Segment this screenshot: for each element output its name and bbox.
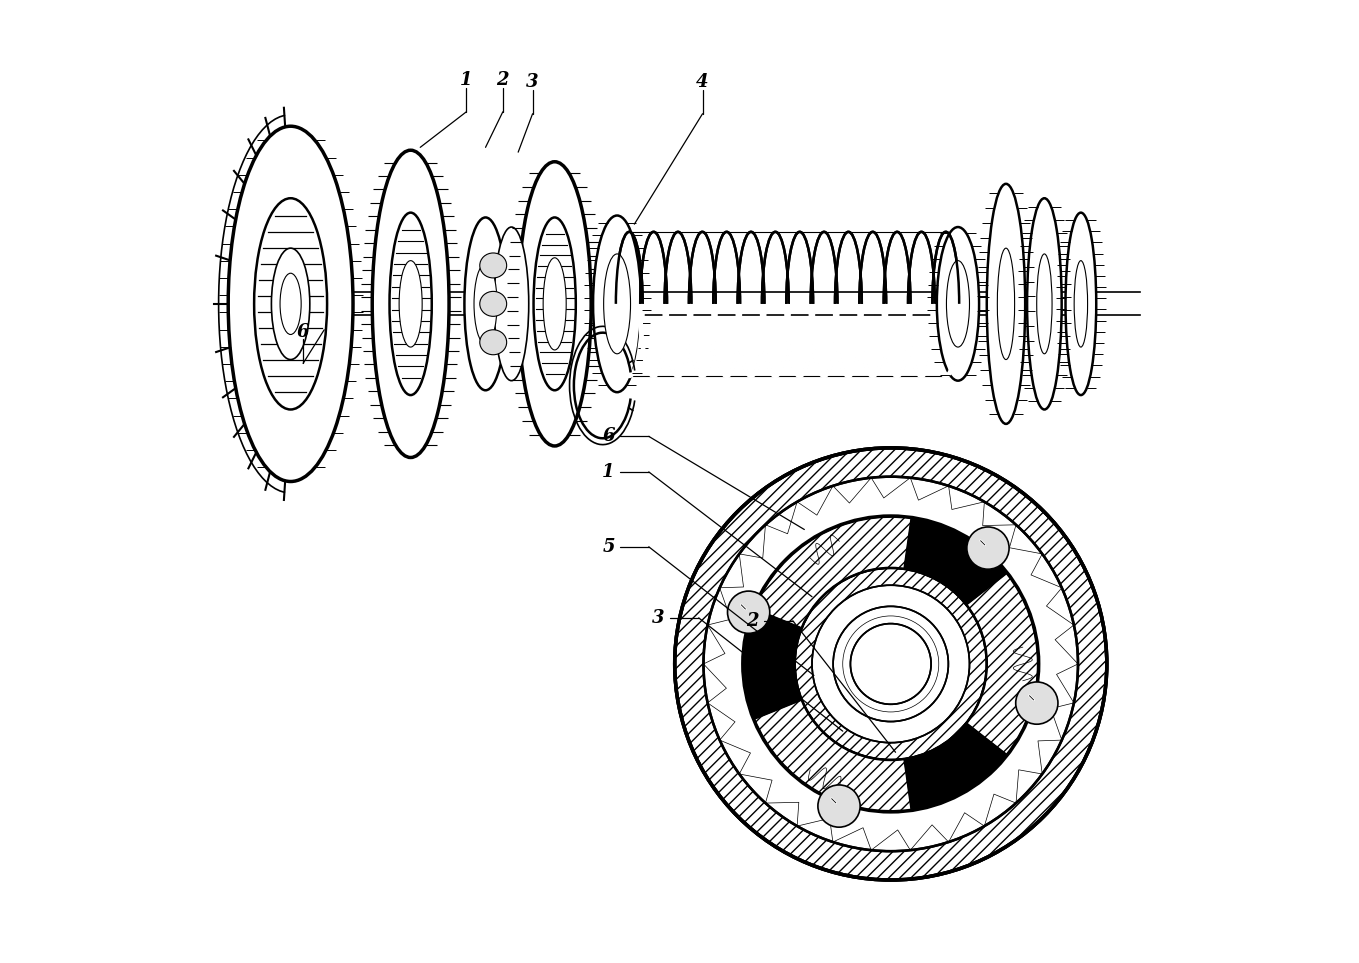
Ellipse shape <box>254 198 328 409</box>
Text: 6: 6 <box>296 323 310 341</box>
Ellipse shape <box>480 329 507 354</box>
Ellipse shape <box>704 477 1078 851</box>
Ellipse shape <box>987 184 1025 424</box>
Text: 4: 4 <box>696 73 709 91</box>
Ellipse shape <box>795 568 987 760</box>
Ellipse shape <box>1037 254 1052 353</box>
Ellipse shape <box>400 261 423 347</box>
Ellipse shape <box>833 607 949 721</box>
Ellipse shape <box>228 126 353 482</box>
Ellipse shape <box>480 292 507 316</box>
Ellipse shape <box>272 248 310 359</box>
Circle shape <box>1015 682 1057 724</box>
Circle shape <box>727 591 769 634</box>
Circle shape <box>742 515 1040 813</box>
Ellipse shape <box>936 227 978 380</box>
Ellipse shape <box>465 218 507 390</box>
Ellipse shape <box>946 261 969 347</box>
Ellipse shape <box>372 150 448 457</box>
Ellipse shape <box>593 216 641 392</box>
Wedge shape <box>966 574 1038 754</box>
Ellipse shape <box>390 213 432 395</box>
Wedge shape <box>754 700 911 811</box>
Ellipse shape <box>544 258 567 350</box>
Ellipse shape <box>280 273 302 334</box>
Ellipse shape <box>1074 261 1087 347</box>
Text: 1: 1 <box>602 463 614 481</box>
Ellipse shape <box>813 586 969 742</box>
Ellipse shape <box>851 624 931 704</box>
Text: 2: 2 <box>746 612 758 630</box>
Ellipse shape <box>495 227 529 380</box>
Text: 1: 1 <box>461 71 473 90</box>
Ellipse shape <box>603 254 631 353</box>
Circle shape <box>966 527 1010 569</box>
Text: 2: 2 <box>496 71 510 90</box>
Ellipse shape <box>1065 213 1097 395</box>
Text: 3: 3 <box>652 609 665 627</box>
Ellipse shape <box>534 218 576 390</box>
Text: 5: 5 <box>602 537 614 556</box>
Wedge shape <box>754 517 911 628</box>
Circle shape <box>818 785 860 827</box>
Ellipse shape <box>1027 198 1061 409</box>
Ellipse shape <box>998 248 1015 359</box>
Ellipse shape <box>674 448 1106 880</box>
Ellipse shape <box>474 264 497 344</box>
Text: 6: 6 <box>602 428 614 445</box>
Ellipse shape <box>480 253 507 278</box>
Ellipse shape <box>518 162 591 446</box>
Text: 3: 3 <box>526 73 538 91</box>
